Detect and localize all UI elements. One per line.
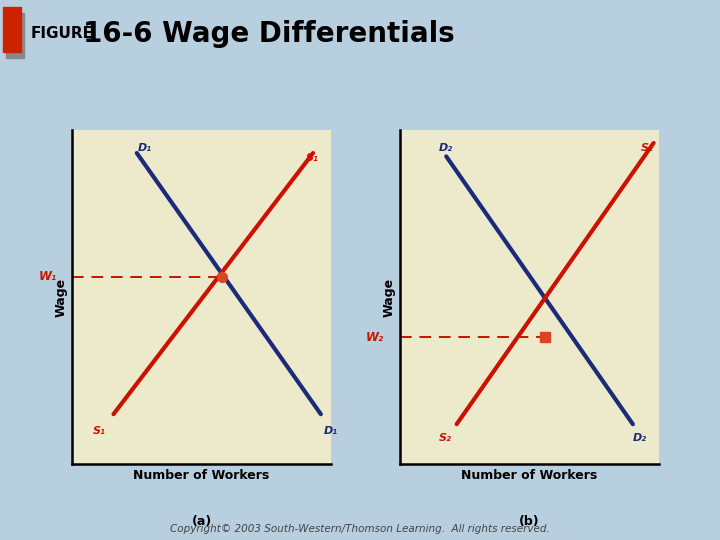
Text: S₁: S₁ [305,153,318,163]
Text: (b): (b) [519,515,539,528]
Bar [6,13,24,58]
Text: S₁: S₁ [93,426,106,436]
X-axis label: Number of Workers: Number of Workers [461,469,598,482]
Text: D₂: D₂ [633,433,647,443]
Text: D₂: D₂ [439,143,454,153]
Bar [3,7,21,52]
Text: (a): (a) [192,515,212,528]
Y-axis label: Wage: Wage [382,278,395,316]
X-axis label: Number of Workers: Number of Workers [133,469,270,482]
Text: W₁: W₁ [38,271,56,284]
Text: D₁: D₁ [138,143,152,153]
Text: S₂: S₂ [641,143,654,153]
Text: D₁: D₁ [323,426,338,436]
Text: S₂: S₂ [438,433,451,443]
Text: FIGURE: FIGURE [30,26,94,41]
Text: 16-6 Wage Differentials: 16-6 Wage Differentials [83,19,454,48]
Text: W₂: W₂ [366,330,384,343]
Y-axis label: Wage: Wage [55,278,68,316]
Text: Copyright© 2003 South-Western/Thomson Learning.  All rights reserved.: Copyright© 2003 South-Western/Thomson Le… [170,523,550,534]
